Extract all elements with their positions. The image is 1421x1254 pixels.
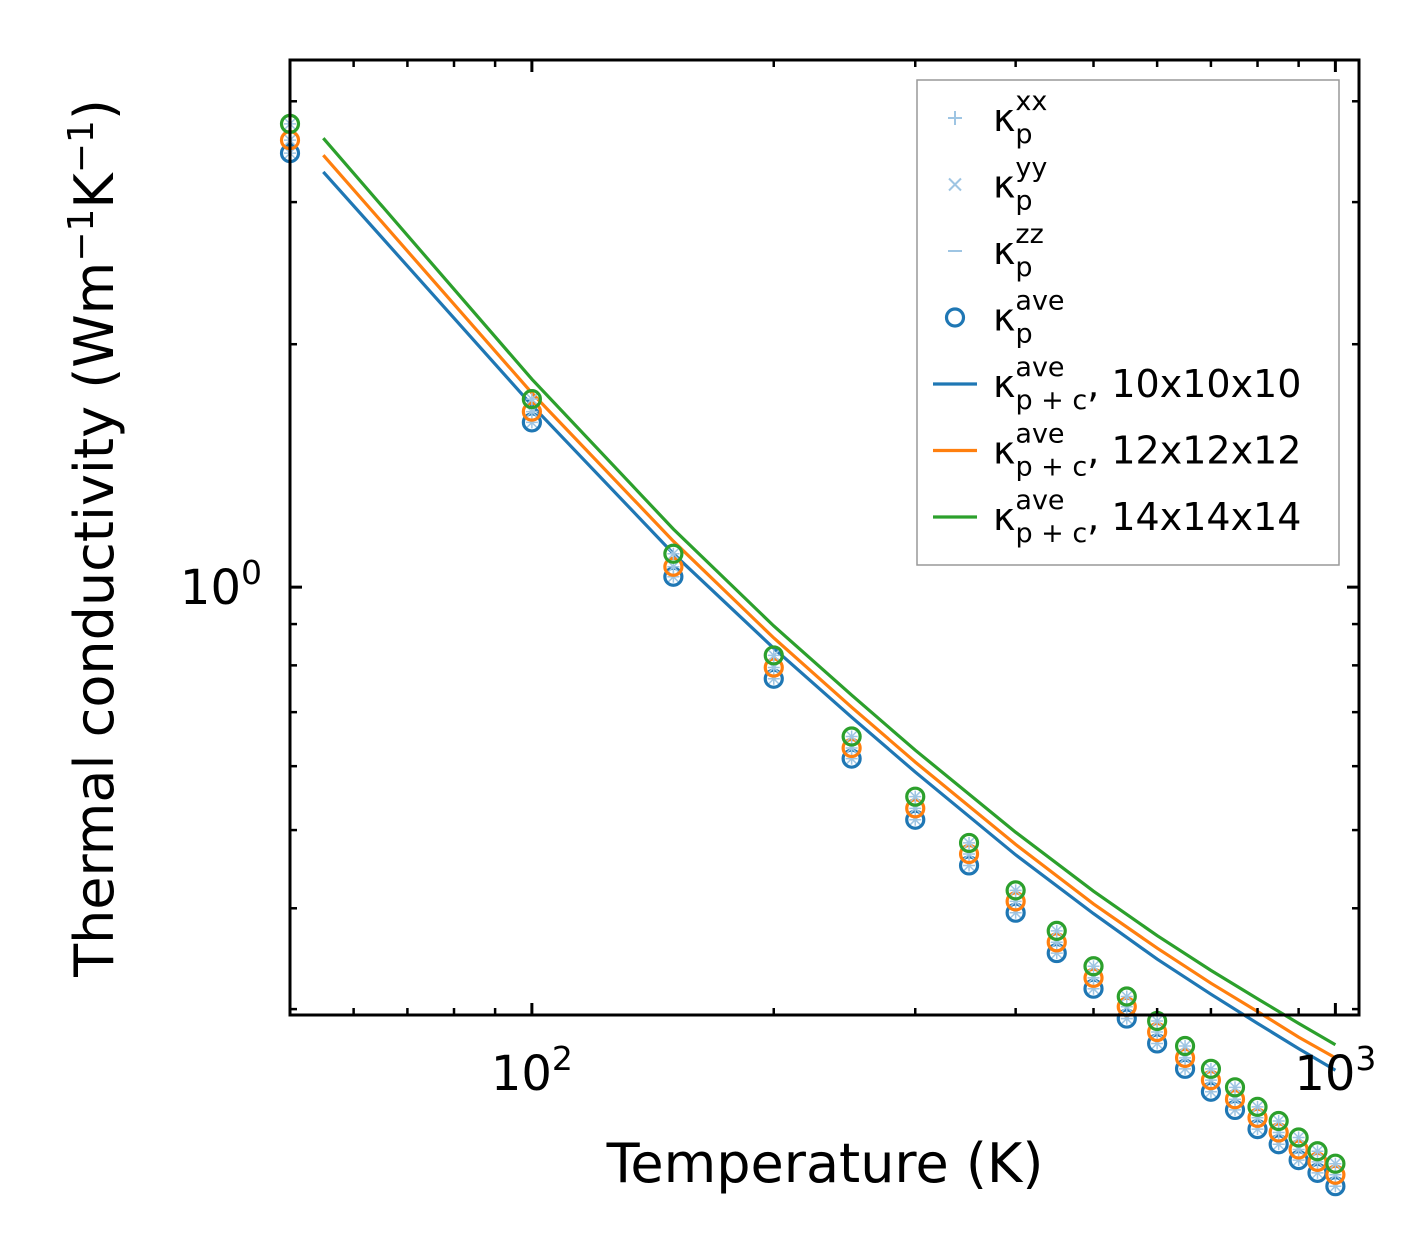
- component-yy-point: [526, 393, 538, 405]
- axis-ticks: 102 103 100: [180, 60, 1376, 1102]
- component-yy-point: [667, 561, 679, 573]
- circle-marker-icon: [944, 307, 966, 328]
- y-axis-label-exp1: −1: [61, 209, 102, 262]
- legend-entry-6: κave p + c, 14x14x14: [933, 485, 1301, 549]
- series-points-1: [279, 130, 1346, 1185]
- data-point: [841, 726, 862, 747]
- legend-label: κave p: [993, 286, 1065, 350]
- data-point: [1005, 880, 1026, 901]
- y-axis-label-base: Thermal conductivity (Wm: [63, 262, 126, 978]
- legend-label: κave p + c, 12x12x12: [993, 419, 1301, 483]
- data-point: [1325, 1153, 1346, 1174]
- data-point: [1083, 956, 1104, 977]
- component-yy-point: [667, 548, 679, 560]
- component-yy-point: [1293, 1131, 1305, 1144]
- x-tick-label: 102: [491, 1039, 573, 1102]
- plot-frame: [288, 58, 1361, 1017]
- component-yy-point: [909, 791, 921, 803]
- y-tick-label: 100: [180, 553, 262, 616]
- data-point: [1046, 920, 1067, 942]
- data-point: [905, 786, 926, 807]
- component-yy-point: [1229, 1081, 1241, 1093]
- component-yy-point: [1051, 925, 1063, 937]
- component-yy-point: [1121, 990, 1133, 1003]
- data-point: [1200, 1058, 1222, 1079]
- y-axis-label: Thermal conductivity (Wm−1K−1): [61, 99, 126, 978]
- component-yy-point: [1251, 1101, 1264, 1113]
- component-yy-point: [1087, 960, 1100, 972]
- legend-entry-3: κave p: [944, 286, 1065, 350]
- legend-label: κave p + c, 10x10x10: [993, 352, 1301, 416]
- legend-entry-2: κzz p: [948, 219, 1044, 283]
- series-line-5: [322, 137, 1337, 1047]
- y-axis-label-mid: K: [63, 172, 126, 209]
- data-point: [1268, 1110, 1289, 1132]
- x-tick-label: 103: [1294, 1039, 1376, 1102]
- legend-label: κyy p: [993, 153, 1047, 217]
- plus-marker-icon: [948, 111, 962, 125]
- x-axis-label: Temperature (K): [606, 1132, 1044, 1195]
- y-axis-label-exp2: −1: [61, 120, 102, 173]
- legend-entry-0: κxx p: [948, 86, 1047, 150]
- legend-entry-4: κave p + c, 10x10x10: [933, 352, 1301, 416]
- component-yy-point: [963, 837, 975, 849]
- data-point: [1288, 1127, 1309, 1148]
- y-axis-label-close: ): [63, 99, 126, 120]
- legend-label: κave p + c, 14x14x14: [993, 485, 1301, 549]
- component-yy-point: [1329, 1158, 1341, 1170]
- data-point: [1116, 986, 1137, 1007]
- legend-label: κxx p: [993, 86, 1047, 150]
- legend-box: [916, 79, 1340, 566]
- component-yy-point: [768, 649, 780, 661]
- component-yy-point: [846, 730, 858, 743]
- data-point: [1224, 1077, 1246, 1098]
- data-point: [663, 543, 684, 564]
- component-yy-point: [1273, 1115, 1285, 1127]
- legend-entry-1: κyy p: [948, 153, 1047, 217]
- component-yy-point: [1010, 884, 1022, 896]
- data-point: [1247, 1096, 1268, 1117]
- data-point: [1174, 1035, 1196, 1057]
- cross-marker-icon: [948, 177, 962, 192]
- data-point: [958, 832, 980, 854]
- data-point: [521, 389, 542, 410]
- data-point: [1307, 1141, 1328, 1162]
- legend-label: κzz p: [993, 219, 1044, 283]
- data-point: [763, 645, 784, 666]
- component-yy-point: [1151, 1015, 1163, 1027]
- legend-entry-5: κave p + c, 12x12x12: [933, 419, 1301, 483]
- component-yy-point: [1179, 1040, 1191, 1052]
- component-yy-point: [1205, 1063, 1217, 1075]
- component-yy-point: [1311, 1145, 1324, 1157]
